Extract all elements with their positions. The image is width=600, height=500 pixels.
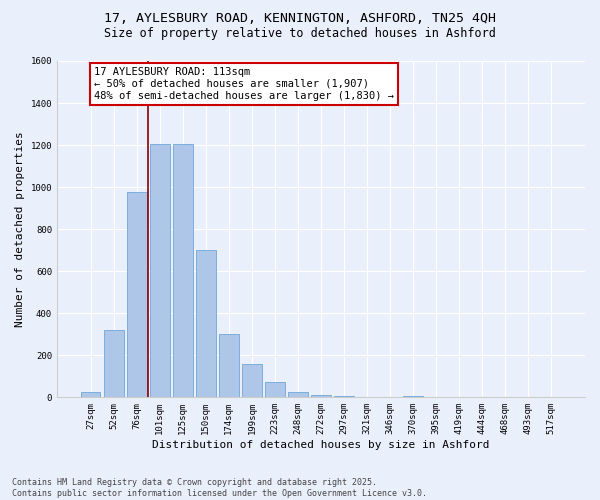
Bar — [334, 396, 354, 398]
Bar — [196, 250, 215, 398]
Bar — [288, 392, 308, 398]
Bar — [265, 382, 284, 398]
X-axis label: Distribution of detached houses by size in Ashford: Distribution of detached houses by size … — [152, 440, 490, 450]
Bar — [81, 392, 100, 398]
Y-axis label: Number of detached properties: Number of detached properties — [15, 132, 25, 327]
Text: Size of property relative to detached houses in Ashford: Size of property relative to detached ho… — [104, 28, 496, 40]
Bar — [219, 334, 239, 398]
Bar — [150, 144, 170, 398]
Bar — [242, 364, 262, 398]
Text: Contains HM Land Registry data © Crown copyright and database right 2025.
Contai: Contains HM Land Registry data © Crown c… — [12, 478, 427, 498]
Bar — [173, 144, 193, 398]
Bar — [127, 192, 146, 398]
Bar — [403, 396, 423, 398]
Text: 17 AYLESBURY ROAD: 113sqm
← 50% of detached houses are smaller (1,907)
48% of se: 17 AYLESBURY ROAD: 113sqm ← 50% of detac… — [94, 68, 394, 100]
Text: 17, AYLESBURY ROAD, KENNINGTON, ASHFORD, TN25 4QH: 17, AYLESBURY ROAD, KENNINGTON, ASHFORD,… — [104, 12, 496, 26]
Bar — [311, 395, 331, 398]
Bar — [104, 330, 124, 398]
